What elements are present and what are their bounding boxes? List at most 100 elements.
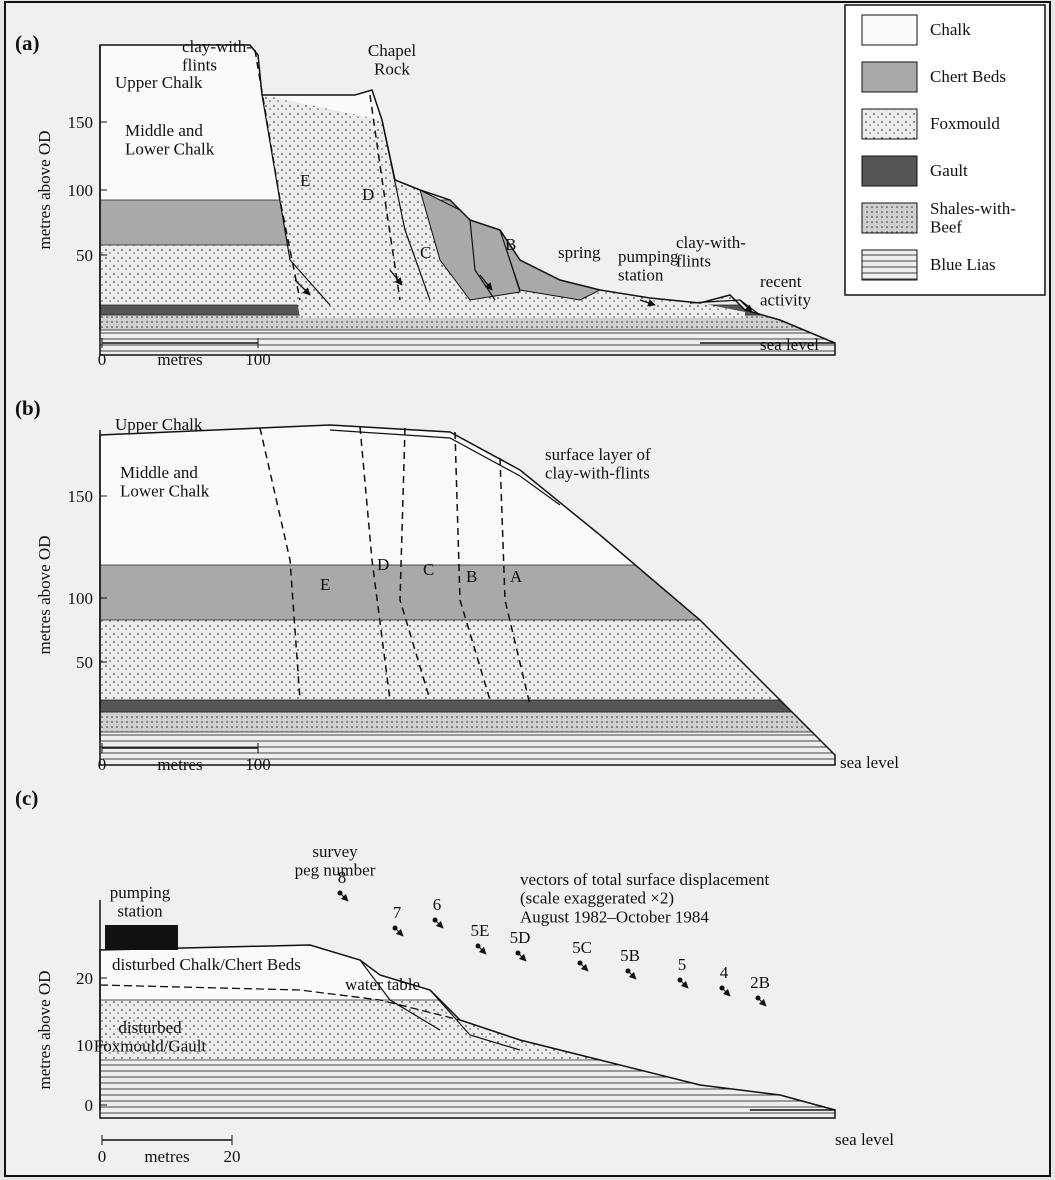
panel-tag: (c) <box>15 786 38 810</box>
label-line: C <box>420 243 431 262</box>
label: E <box>300 171 310 190</box>
peg-label: 5C <box>572 938 592 957</box>
label-line: surface layer of <box>545 445 651 464</box>
peg-label: 6 <box>433 895 442 914</box>
y-axis-label: metres above OD <box>35 971 54 1090</box>
legend-swatch <box>862 250 917 280</box>
label: D <box>377 555 389 574</box>
label-line: peg number <box>295 861 376 880</box>
label-line: B <box>466 567 477 586</box>
label: Upper Chalk <box>115 415 203 434</box>
legend-swatch <box>862 15 917 45</box>
label: B <box>505 235 516 254</box>
peg-label: 5D <box>510 928 531 947</box>
label-line: station <box>117 902 163 921</box>
label: Blue Lias <box>930 255 996 274</box>
label: C <box>420 243 431 262</box>
y-tick-label: 50 <box>76 246 93 265</box>
label: Gault <box>930 161 968 180</box>
y-tick-label: 20 <box>76 969 93 988</box>
label-line: Shales-with- <box>930 199 1016 218</box>
label: Middle andLower Chalk <box>120 463 210 501</box>
y-tick-label: 10 <box>76 1036 93 1055</box>
figure: Chalk Chert Beds Foxmould Gault Shales-with-… <box>0 0 1055 1180</box>
label: water table <box>345 975 420 994</box>
label: E <box>320 575 330 594</box>
y-tick-label: 150 <box>68 113 94 132</box>
peg-label: 4 <box>720 963 729 982</box>
label-line: Chalk <box>930 20 971 39</box>
label-line: survey <box>312 842 358 861</box>
scale-label: 100 <box>245 755 271 774</box>
peg-label: 5E <box>471 921 490 940</box>
label-line: pumping <box>110 883 171 902</box>
label-line: spring <box>558 243 601 262</box>
label-line: disturbed Chalk/Chert Beds <box>112 955 301 974</box>
label-line: vectors of total surface displacement <box>520 870 770 889</box>
label: Chalk <box>930 20 971 39</box>
label-line: Lower Chalk <box>125 140 215 159</box>
y-tick-label: 150 <box>68 487 94 506</box>
label-line: sea level <box>760 335 819 354</box>
scale-label: 20 <box>224 1147 241 1166</box>
scale-label: metres <box>157 350 202 369</box>
panel-tag: (b) <box>15 396 41 420</box>
label-line: Foxmould/Gault <box>94 1037 207 1056</box>
stratum <box>100 712 840 732</box>
label-line: D <box>377 555 389 574</box>
label-line: August 1982–October 1984 <box>520 907 709 926</box>
peg-label: 2B <box>750 973 770 992</box>
label-line: A <box>510 567 523 586</box>
y-axis-label: metres above OD <box>35 131 54 250</box>
scale-label: 0 <box>98 350 107 369</box>
peg-label: 5B <box>620 946 640 965</box>
label-line: Lower Chalk <box>120 482 210 501</box>
label-line: flints <box>676 252 711 271</box>
label-line: recent <box>760 272 802 291</box>
panel-tag: (a) <box>15 31 40 55</box>
stratum <box>100 700 840 712</box>
peg-label: 5 <box>678 955 687 974</box>
label-line: D <box>362 185 374 204</box>
label-line: Middle and <box>125 121 203 140</box>
label-line: Chert Beds <box>930 67 1006 86</box>
legend-swatch <box>862 156 917 186</box>
label: A <box>510 567 523 586</box>
label: spring <box>558 243 601 262</box>
label: D <box>362 185 374 204</box>
label-line: water table <box>345 975 420 994</box>
label-line: clay-with-flints <box>545 464 650 483</box>
legend-swatch <box>862 203 917 233</box>
label-line: flints <box>182 56 217 75</box>
page: {"legend":{"items":[["Chalk"],["Chert Be… <box>0 0 1055 1180</box>
label-line: E <box>320 575 330 594</box>
label: sea level <box>760 335 819 354</box>
label: Chert Beds <box>930 67 1006 86</box>
label: Foxmould <box>930 114 1000 133</box>
label-line: Rock <box>374 60 410 79</box>
label-line: Upper Chalk <box>115 415 203 434</box>
label: B <box>466 567 477 586</box>
label-line: (scale exaggerated ×2) <box>520 889 674 908</box>
scale-label: 0 <box>98 755 107 774</box>
label-line: activity <box>760 291 811 310</box>
label-line: sea level <box>840 753 899 772</box>
y-tick-label: 50 <box>76 653 93 672</box>
pumping-station <box>105 925 178 950</box>
label-line: station <box>618 266 664 285</box>
legend-swatch <box>862 62 917 92</box>
scale-label: 0 <box>98 1147 107 1166</box>
label-line: clay-with- <box>182 37 252 56</box>
scale-label: metres <box>157 755 202 774</box>
y-tick-label: 100 <box>68 181 94 200</box>
y-tick-label: 100 <box>68 589 94 608</box>
label: sea level <box>840 753 899 772</box>
label-line: sea level <box>835 1130 894 1149</box>
y-axis-label: metres above OD <box>35 536 54 655</box>
label-line: pumping <box>618 247 679 266</box>
label-line: Foxmould <box>930 114 1000 133</box>
